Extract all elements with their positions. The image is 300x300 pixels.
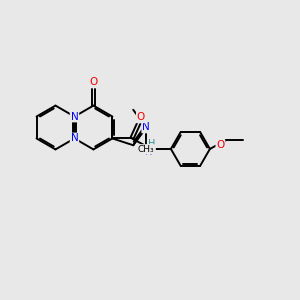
Text: O: O xyxy=(137,112,145,122)
Text: H: H xyxy=(148,140,155,149)
Text: N: N xyxy=(70,112,78,122)
Text: CH₃: CH₃ xyxy=(138,145,154,154)
Text: O: O xyxy=(216,140,224,150)
Text: O: O xyxy=(89,77,98,88)
Text: N: N xyxy=(70,134,78,143)
Text: N: N xyxy=(145,147,152,157)
Text: N: N xyxy=(142,122,150,133)
